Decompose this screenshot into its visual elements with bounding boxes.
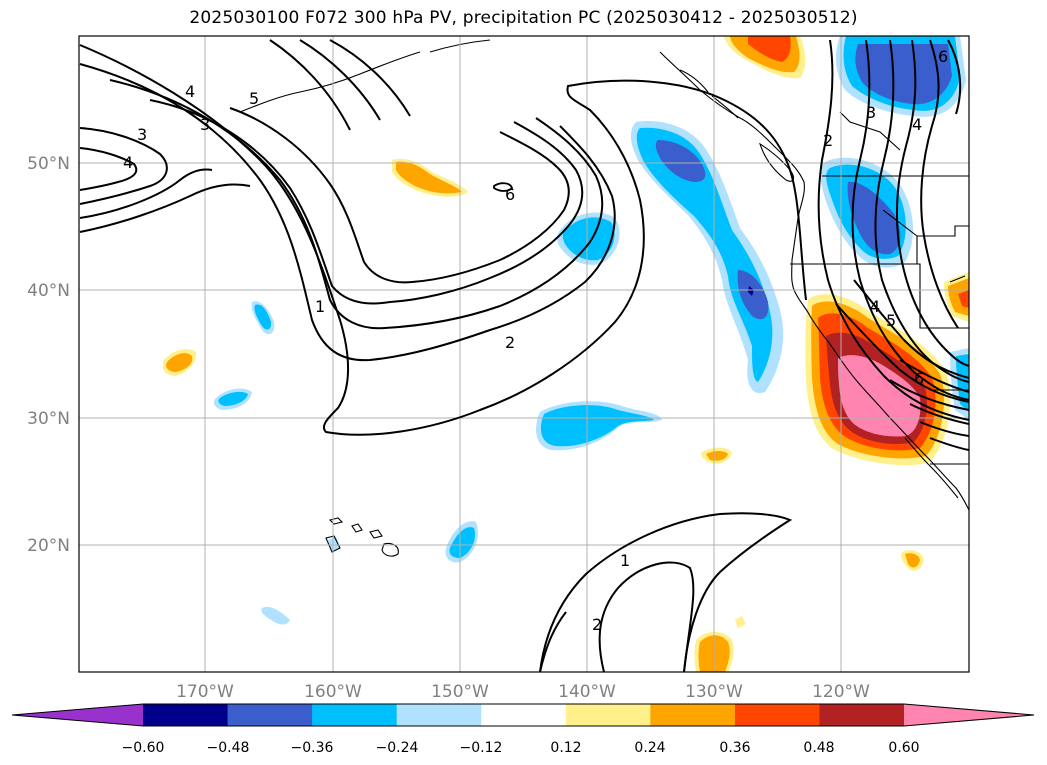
precip-shading [162, 36, 969, 672]
colorbar-label: −0.48 [207, 740, 250, 756]
lon-label-160w: 160°W [304, 682, 362, 702]
colorbar-labels: −0.60 −0.48 −0.36 −0.24 −0.12 0.12 0.24 … [122, 740, 920, 756]
colorbar-label: 0.24 [634, 740, 665, 756]
colorbar-label: 0.48 [803, 740, 834, 756]
pv-label: 6 [938, 47, 948, 66]
contour-labels: 4 3 4 5 3 6 1 2 2 3 4 6 4 5 6 1 2 [123, 47, 948, 634]
lat-label-50n: 50°N [27, 154, 70, 174]
colorbar-segment [227, 704, 313, 726]
pv-contours [79, 39, 969, 672]
colorbar-outline [11, 703, 1035, 727]
colorbar-segment [312, 704, 398, 726]
pv-label: 4 [870, 297, 880, 316]
lat-label-40n: 40°N [27, 281, 70, 301]
lon-label-140w: 140°W [558, 682, 616, 702]
pv-label: 3 [866, 103, 876, 122]
lon-label-170w: 170°W [176, 682, 234, 702]
colorbar-segment [481, 704, 567, 726]
map-content: 4 3 4 5 3 6 1 2 2 3 4 6 4 5 6 1 2 [79, 36, 969, 672]
colorbar-segment [12, 704, 143, 726]
colorbar-segment [819, 704, 905, 726]
coastlines [239, 39, 969, 557]
pv-label: 4 [912, 115, 922, 134]
pv-label: 1 [620, 551, 630, 570]
map-title: 2025030100 F072 300 hPa PV, precipitatio… [189, 8, 858, 28]
colorbar-label: −0.12 [460, 740, 503, 756]
colorbar-segment [650, 704, 736, 726]
pv-label: 6 [914, 369, 924, 388]
colorbar-label: 0.60 [888, 740, 919, 756]
pv-label: 2 [592, 615, 602, 634]
lat-label-20n: 20°N [27, 536, 70, 556]
pv-label: 5 [886, 311, 896, 330]
lon-label-130w: 130°W [685, 682, 743, 702]
grid-lines [79, 36, 969, 672]
pv-label: 3 [137, 125, 147, 144]
colorbar-label: −0.60 [122, 740, 165, 756]
lon-label-120w: 120°W [812, 682, 870, 702]
colorbar-segment [565, 704, 651, 726]
colorbar-label: −0.36 [291, 740, 334, 756]
colorbar-label: 0.12 [550, 740, 581, 756]
colorbar-segment [396, 704, 482, 726]
map-frame [78, 35, 970, 673]
pv-label: 2 [823, 131, 833, 150]
pv-label: 4 [185, 82, 195, 101]
pv-label: 4 [123, 153, 133, 172]
pv-label: 3 [200, 115, 210, 134]
colorbar [11, 703, 1035, 727]
colorbar-segment [143, 704, 229, 726]
pv-label: 6 [505, 185, 515, 204]
colorbar-segment [904, 704, 1034, 726]
lat-label-30n: 30°N [27, 409, 70, 429]
pv-label: 5 [249, 89, 259, 108]
colorbar-label: 0.36 [719, 740, 750, 756]
colorbar-label: −0.24 [376, 740, 419, 756]
lon-label-150w: 150°W [431, 682, 489, 702]
pv-label: 1 [315, 297, 325, 316]
lat-labels: 50°N 40°N 30°N 20°N [27, 154, 70, 556]
pv-label: 2 [505, 333, 515, 352]
colorbar-segment [734, 704, 820, 726]
lon-labels: 170°W 160°W 150°W 140°W 130°W 120°W [176, 682, 870, 702]
